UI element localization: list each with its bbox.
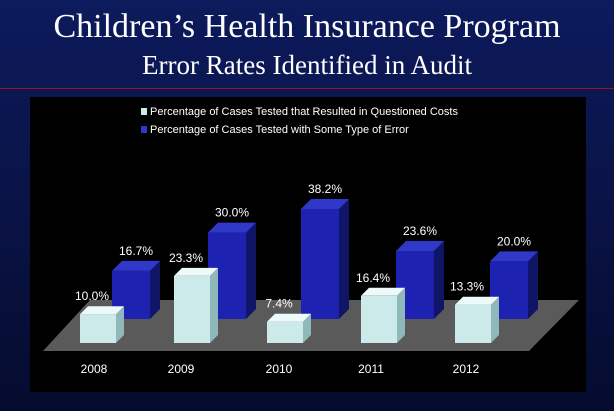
legend: Percentage of Cases Tested that Resulted… [141,106,458,136]
bar-questioned-2011-face [361,295,397,343]
bar-questioned-2009-side [210,267,218,343]
data-label-questioned-2008: 10.0% [75,289,109,303]
bar-error-2010 [301,198,349,319]
data-label-questioned-2010: 7.4% [265,297,293,311]
bar-questioned-2011-side [397,287,405,343]
bar-error-2010-top [301,198,349,209]
bar-error-2009-side [246,222,256,319]
bar-questioned-2010-face [267,321,303,343]
bar-error-2010-side [339,198,349,319]
bar-error-2008 [112,260,160,319]
bar-questioned-2011-top [361,287,405,296]
legend-swatch-some-error [141,126,147,133]
data-label-error-2009: 30.0% [215,206,249,220]
bar-questioned-2009 [174,267,218,343]
bar-questioned-2008-top [80,306,124,315]
bar-error-2008-top [112,260,160,271]
x-tick-label-2011: 2011 [358,362,384,376]
x-tick-label-2008: 2008 [81,362,108,376]
bar-questioned-2009-face [174,275,210,343]
x-tick-label-2009: 2009 [168,362,195,376]
page-subtitle: Error Rates Identified in Audit [142,50,472,80]
bar-questioned-2012 [455,296,499,343]
bar-questioned-2012-side [491,296,499,343]
bar-questioned-2010-side [303,313,311,343]
data-label-error-2010: 38.2% [308,182,342,196]
x-tick-label-2012: 2012 [453,362,480,376]
bars: 16.7% 30.0% 38.2% 23.6% 20.0% 10.0% 23.3% 7.4% 1… [75,182,538,343]
x-tick-label-2010: 2010 [266,362,293,376]
bar-error-2010-face [301,208,339,319]
data-label-error-2011: 23.6% [403,224,437,238]
legend-swatch-questioned-costs [141,108,147,115]
data-label-questioned-2012: 13.3% [450,280,484,294]
legend-label-questioned-costs: Percentage of Cases Tested that Resulted… [150,106,458,118]
page-title: Children’s Health Insurance Program [53,8,561,45]
data-label-questioned-2011: 16.4% [356,271,390,285]
bar-questioned-2012-top [455,296,499,305]
bar-questioned-2008 [80,306,124,343]
bar-questioned-2012-face [455,304,491,343]
bar-error-2008-side [150,260,160,319]
bar-error-2012 [490,251,538,319]
data-label-error-2008: 16.7% [119,244,153,258]
bar-questioned-2010 [267,313,311,343]
bar-error-2011-top [396,241,444,252]
bar-questioned-2011 [361,287,405,343]
bar-questioned-2008-face [80,314,116,343]
legend-label-some-error: Percentage of Cases Tested with Some Typ… [150,124,409,136]
title-divider [0,88,614,89]
bar-error-2009-top [208,222,256,233]
bar-error-2011-side [434,241,444,319]
data-label-error-2012: 20.0% [497,234,531,248]
data-label-questioned-2009: 23.3% [169,251,203,265]
x-axis-labels: 2008 2009 2010 2011 2012 [81,362,480,376]
bar-questioned-2008-side [116,306,124,343]
bar-error-2012-top [490,251,538,262]
bar-error-2012-side [528,251,538,319]
bar-questioned-2010-top [267,313,311,322]
bar-questioned-2009-top [174,267,218,276]
